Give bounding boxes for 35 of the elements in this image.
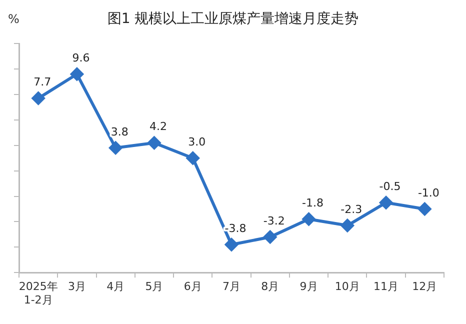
data-label: 7.7 <box>34 76 52 89</box>
data-label: 9.6 <box>72 51 90 64</box>
point <box>32 92 45 105</box>
x-tick-label: 10月 <box>334 280 360 294</box>
point <box>302 212 316 226</box>
x-tick-label: 4月 <box>106 280 125 294</box>
point <box>340 219 354 232</box>
x-tick-label: 12月 <box>412 280 438 294</box>
point <box>186 152 200 165</box>
data-label: -2.3 <box>340 202 362 216</box>
point <box>380 196 393 210</box>
data-label: -3.2 <box>263 214 285 228</box>
data-label: -3.8 <box>224 222 246 235</box>
x-tick-label: 7月 <box>222 280 240 294</box>
x-tick-label: 3月 <box>68 280 86 294</box>
x-tick-label: 9月 <box>300 280 318 294</box>
point <box>225 238 238 252</box>
data-label: 4.2 <box>149 120 167 134</box>
x-tick-label: 2025年 1-2月 <box>18 280 58 306</box>
point <box>418 202 432 216</box>
data-label: -0.5 <box>379 180 401 193</box>
data-label: -1.8 <box>302 196 324 210</box>
point <box>70 68 84 81</box>
x-tick-label: 8月 <box>261 280 280 294</box>
data-label: 3.8 <box>110 125 128 138</box>
y-axis-title: % <box>8 12 20 26</box>
data-label: -1.0 <box>418 186 440 200</box>
chart-title: 图1 规模以上工业原煤产量增速月度走势 <box>107 11 359 27</box>
point <box>264 230 277 244</box>
x-tick-label: 5月 <box>145 280 164 294</box>
data-label: 3.0 <box>188 135 206 148</box>
x-tick-label: 6月 <box>184 280 202 294</box>
x-tick-label: 11月 <box>374 280 399 294</box>
point <box>148 136 161 150</box>
point <box>109 141 122 154</box>
